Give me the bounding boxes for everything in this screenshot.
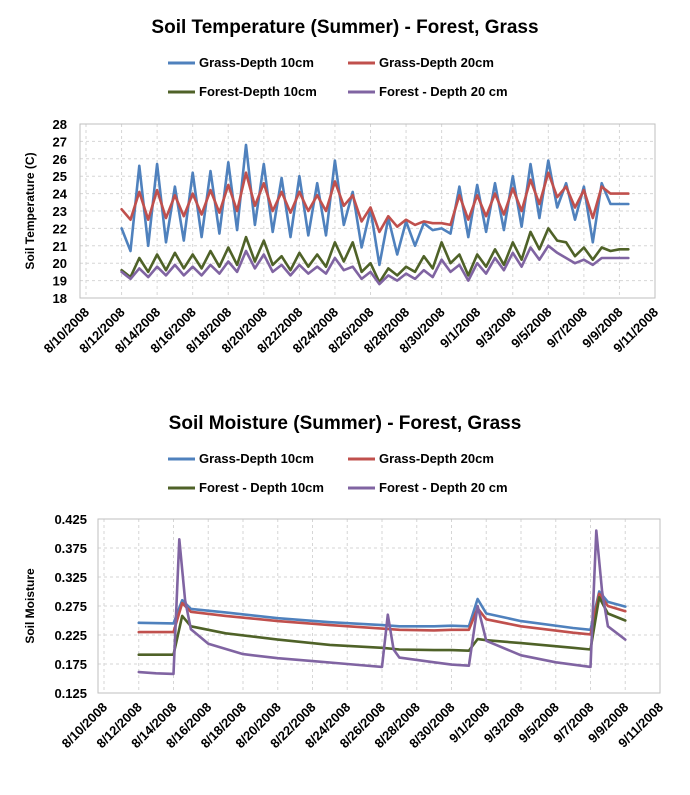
moisture-legend-item-grass-20: Grass-Depth 20cm <box>348 451 494 466</box>
soil-temperature-chart-svg: Soil Temperature (Summer) - Forest, Gras… <box>23 17 661 356</box>
legend-label: Grass-Depth 10cm <box>199 55 314 70</box>
moisture-legend-item-grass-10: Grass-Depth 10cm <box>168 451 314 466</box>
moisture-series-line-forest-10 <box>137 596 627 656</box>
legend-label: Forest-Depth 10cm <box>199 84 317 99</box>
temperature-y-tick-label: 26 <box>53 152 67 167</box>
temperature-chart-title: Soil Temperature (Summer) - Forest, Gras… <box>151 17 538 38</box>
temperature-y-tick-label: 21 <box>53 239 67 254</box>
legend-label: Forest - Depth 20 cm <box>379 84 508 99</box>
soil-moisture-chart: Soil Moisture (Summer) - Forest, Grass Gr… <box>0 400 690 795</box>
temperature-series-line-forest-10 <box>120 227 630 284</box>
temperature-y-tick-label: 18 <box>53 291 67 306</box>
temperature-y-tick-label: 25 <box>53 169 67 184</box>
moisture-series-line-forest-20 <box>137 529 627 676</box>
temperature-legend-item-forest-10: Forest-Depth 10cm <box>168 84 317 99</box>
moisture-y-tick-label: 0.225 <box>54 628 87 643</box>
temperature-series-line-grass-20 <box>120 171 630 234</box>
temperature-y-tick-label: 20 <box>53 256 67 271</box>
moisture-y-tick-label: 0.275 <box>54 599 87 614</box>
moisture-plot-area <box>97 518 661 694</box>
temperature-legend-item-forest-20: Forest - Depth 20 cm <box>348 84 508 99</box>
legend-label: Forest - Depth 10cm <box>199 480 324 495</box>
temperature-y-tick-label: 22 <box>53 221 67 236</box>
temperature-legend-item-grass-20: Grass-Depth 20cm <box>348 55 494 70</box>
legend-label: Forest - Depth 20 cm <box>379 480 508 495</box>
temperature-legend-item-grass-10: Grass-Depth 10cm <box>168 55 314 70</box>
temperature-y-tick-label: 23 <box>53 204 67 219</box>
moisture-y-tick-label: 0.425 <box>54 512 87 527</box>
moisture-y-tick-label: 0.375 <box>54 541 87 556</box>
legend-label: Grass-Depth 20cm <box>379 55 494 70</box>
moisture-y-tick-label: 0.325 <box>54 570 87 585</box>
moisture-series-line-grass-20 <box>137 592 627 636</box>
temperature-plot-area <box>79 123 656 299</box>
temperature-y-tick-label: 28 <box>53 117 67 132</box>
temperature-y-tick-label: 24 <box>53 187 68 202</box>
legend-label: Grass-Depth 10cm <box>199 451 314 466</box>
temperature-series-line-forest-20 <box>120 244 630 286</box>
soil-temperature-chart: Soil Temperature (Summer) - Forest, Gras… <box>0 0 690 395</box>
temperature-y-tick-label: 19 <box>53 274 67 289</box>
moisture-y-tick-label: 0.175 <box>54 657 87 672</box>
moisture-chart-title: Soil Moisture (Summer) - Forest, Grass <box>169 413 522 434</box>
moisture-legend-item-forest-20: Forest - Depth 20 cm <box>348 480 508 495</box>
legend-label: Grass-Depth 20cm <box>379 451 494 466</box>
temperature-y-tick-label: 27 <box>53 134 67 149</box>
moisture-y-tick-label: 0.125 <box>54 686 87 701</box>
soil-moisture-chart-svg: Soil Moisture (Summer) - Forest, Grass Gr… <box>23 413 666 751</box>
moisture-series-line-grass-10 <box>137 590 627 632</box>
moisture-legend-item-forest-10: Forest - Depth 10cm <box>168 480 324 495</box>
temperature-y-axis-label: Soil Temperature (C) <box>23 152 37 269</box>
moisture-y-axis-label: Soil Moisture <box>23 568 37 644</box>
